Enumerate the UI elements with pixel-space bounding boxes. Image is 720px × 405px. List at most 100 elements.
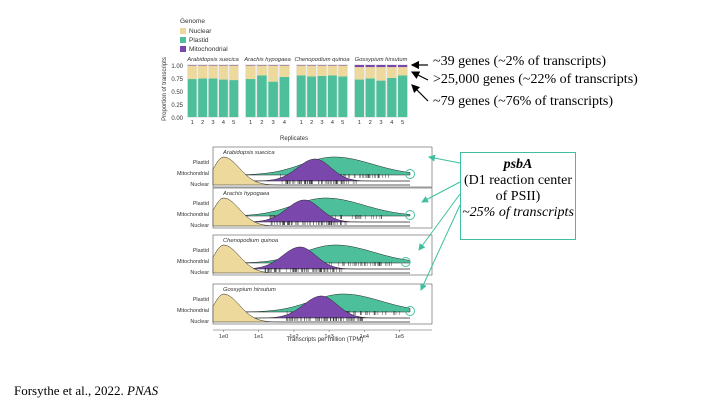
bar-segment-mitochondrial xyxy=(218,65,228,66)
bar-xlabel: Replicates xyxy=(280,136,308,142)
bar-segment-nuclear xyxy=(365,67,375,79)
bar-xtick: 3 xyxy=(320,120,323,126)
bar-segment-nuclear xyxy=(229,65,239,81)
bar-segment-mitochondrial xyxy=(296,65,306,66)
bar-yticks: 1.00 0.75 0.50 0.25 0.00 xyxy=(171,64,183,122)
ridgeline-panels: Arabidopsis suecica Plastid Mitochondrial N… xyxy=(177,146,433,325)
bar-panel-title: Arachis hypogaea xyxy=(243,57,291,63)
bar-segment-nuclear xyxy=(268,65,278,82)
bar-segment-plastid xyxy=(387,78,397,117)
ridge-nuclear xyxy=(212,244,410,274)
bar-segment-plastid xyxy=(229,80,239,117)
bar-segment-nuclear xyxy=(208,65,218,79)
ridge-panel-title: Gossypium hirsutum xyxy=(223,287,276,293)
legend: Genome Nuclear Plastid Mitochondrial xyxy=(180,18,228,53)
bar-segment-plastid xyxy=(307,76,317,117)
ridge-ylabel: Plastid xyxy=(193,201,209,207)
bar-ytick: 0.50 xyxy=(171,90,183,96)
bar-ytick: 0.75 xyxy=(171,77,183,83)
ridge-xtick-label: 1e5 xyxy=(395,334,404,340)
citation: Forsythe et al., 2022. PNAS xyxy=(14,383,158,399)
bar-segment-nuclear xyxy=(327,65,337,76)
ridge-ylabel: Nuclear xyxy=(190,182,209,188)
bar-segment-plastid xyxy=(208,78,218,117)
annotation-plastid: ~79 genes (~76% of transcripts) xyxy=(433,94,613,109)
bar-segment-nuclear xyxy=(296,65,306,76)
bar-xtick: 5 xyxy=(232,120,235,126)
bar-segment-mitochondrial xyxy=(229,65,239,66)
citation-journal: PNAS xyxy=(127,383,159,398)
ridge-panel-title: Chenopodium quinoa xyxy=(223,238,279,244)
psba-callout: psbA (D1 reaction center of PSII) ~25% o… xyxy=(460,152,576,240)
bar-segment-nuclear xyxy=(187,65,197,80)
citation-authors: Forsythe et al., 2022. xyxy=(14,383,124,398)
bar-xtick: 2 xyxy=(310,120,313,126)
psba-highlight-circle xyxy=(405,306,415,316)
bar-segment-mitochondrial xyxy=(187,65,197,66)
bar-xtick: 3 xyxy=(211,120,214,126)
bar-segment-mitochondrial xyxy=(257,65,267,66)
bar-xtick: 4 xyxy=(390,120,394,126)
ridge-panel: Arabidopsis suecica Plastid Mitochondrial N… xyxy=(177,146,433,188)
bar-segment-mitochondrial xyxy=(208,65,218,66)
bar-segment-nuclear xyxy=(198,65,208,79)
bar-segment-mitochondrial xyxy=(327,65,337,66)
ridge-xtick-label: 1e2 xyxy=(289,334,298,340)
bar-panel: Chenopodium quinoa 1 2 3 4 5 xyxy=(294,57,350,126)
bar-ytick: 0.00 xyxy=(171,116,183,122)
bar-segment-plastid xyxy=(327,75,337,117)
ridge-xtick-label: 1e3 xyxy=(324,334,333,340)
bar-segment-plastid xyxy=(317,75,327,117)
bar-segment-plastid xyxy=(245,79,256,117)
bar-segment-mitochondrial xyxy=(245,65,256,66)
ridge-ylabel: Nuclear xyxy=(190,270,209,276)
bar-segment-nuclear xyxy=(398,67,408,76)
ridge-xtick-label: 1e4 xyxy=(360,334,369,340)
bar-xtick: 2 xyxy=(260,120,263,126)
bar-segment-mitochondrial xyxy=(398,65,408,68)
ridge-panel-title: Arachis hypogaea xyxy=(222,191,270,197)
bar-segment-plastid xyxy=(296,75,306,117)
callout-connector-4 xyxy=(420,204,461,291)
bar-segment-nuclear xyxy=(317,65,327,76)
bar-segment-mitochondrial xyxy=(317,65,327,66)
callout-percent: ~25% of transcripts xyxy=(462,205,574,220)
ridge-ylabel: Nuclear xyxy=(190,223,209,229)
bar-ytick: 0.25 xyxy=(171,103,183,109)
bar-panel-title: Chenopodium quinoa xyxy=(294,57,350,63)
bar-segment-plastid xyxy=(198,78,208,117)
bar-segment-nuclear xyxy=(307,65,317,77)
bar-segment-plastid xyxy=(354,79,364,117)
bar-xtick: 3 xyxy=(379,120,382,126)
ridge-xtick-label: 1e0 xyxy=(219,334,228,340)
bar-segment-plastid xyxy=(376,80,386,117)
bar-segment-mitochondrial xyxy=(279,65,290,66)
psba-highlight-circle xyxy=(400,257,411,267)
bar-segment-nuclear xyxy=(218,65,228,80)
ridge-x-axis: 1e0 1e1 1e2 1e3 1e4 1e5 xyxy=(213,329,432,340)
ridge-nuclear xyxy=(212,156,410,186)
bar-panel-title: Arabidopsis suecica xyxy=(186,57,239,63)
legend-title: Genome xyxy=(180,18,205,25)
legend-label-plastid: Plastid xyxy=(189,37,209,44)
bar-segment-nuclear xyxy=(279,65,290,77)
ridge-ylabel: Plastid xyxy=(193,297,209,303)
ridge-ylabel: Mitochondrial xyxy=(177,212,209,218)
arrow-nuclear xyxy=(410,71,429,81)
bar-segment-nuclear xyxy=(338,65,348,77)
bar-segment-plastid xyxy=(398,75,408,117)
ridge-nuclear xyxy=(212,293,410,323)
bar-segment-nuclear xyxy=(354,67,364,80)
bar-xtick: 4 xyxy=(283,120,287,126)
ridge-ylabel: Mitochondrial xyxy=(177,171,209,177)
bar-segment-plastid xyxy=(257,75,267,117)
ridge-ylabel: Plastid xyxy=(193,248,209,254)
bar-xtick: 1 xyxy=(300,120,303,126)
bar-segment-plastid xyxy=(218,79,228,117)
psba-highlight-circle xyxy=(405,210,415,220)
ridge-ylabel: Plastid xyxy=(193,160,209,166)
bar-segment-nuclear xyxy=(387,67,397,78)
ridge-xtick-label: 1e1 xyxy=(254,334,263,340)
ridge-panel: Arachis hypogaea Plastid Mitochondrial Nucl… xyxy=(177,187,433,229)
